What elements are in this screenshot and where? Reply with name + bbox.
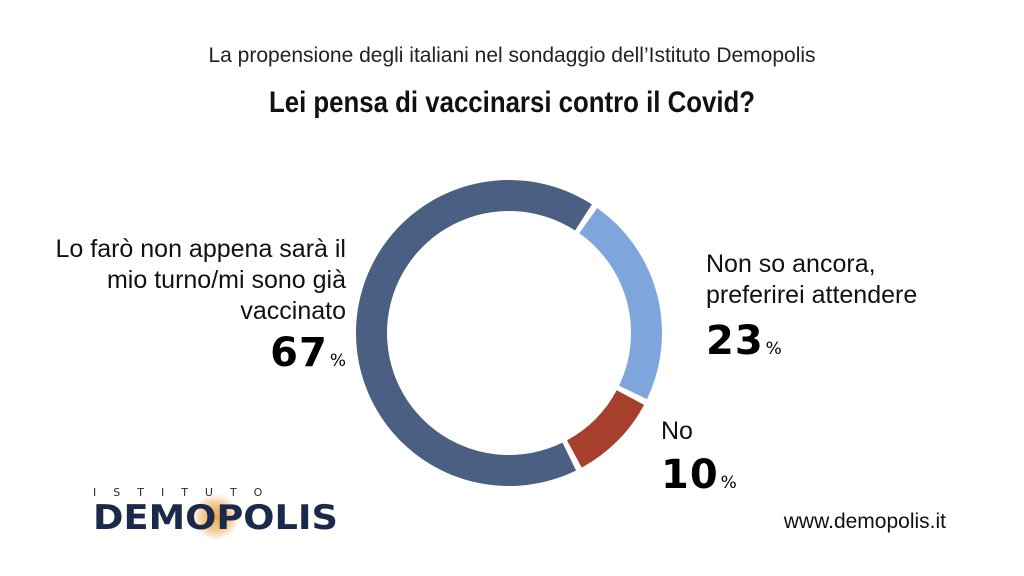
logo-glow <box>193 494 239 540</box>
slice-label-line: No <box>661 417 693 445</box>
demopolis-logo: ISTITUTO DEMOPOLIS <box>93 486 363 542</box>
slice-value-undecided: 23% <box>706 318 782 364</box>
donut-slice-vaccinate <box>355 180 592 487</box>
value-number: 67 <box>270 330 328 376</box>
slice-label-line: Lo farò non appena sarà il <box>55 235 347 263</box>
logo-main-text: DEMOPOLIS <box>93 498 338 538</box>
percent-symbol: % <box>329 351 346 371</box>
chart-subtitle: La propensione degli italiani nel sondag… <box>208 44 816 67</box>
donut-slice-no <box>567 390 645 468</box>
logo-top-text: ISTITUTO <box>93 486 280 499</box>
chart-title: Lei pensa di vaccinarsi contro il Covid? <box>268 86 756 119</box>
slice-label-line: mio turno/mi sono già <box>106 266 346 294</box>
slice-label-vaccinate: Lo farò non appena sarà il mio turno/mi … <box>6 234 347 327</box>
slice-label-no: No <box>661 416 693 447</box>
value-number: 23 <box>706 318 764 364</box>
slice-label-line: preferirei attendere <box>706 281 918 309</box>
slice-value-no: 10% <box>661 452 737 498</box>
percent-symbol: % <box>720 473 737 493</box>
value-number: 10 <box>661 452 719 498</box>
donut-slice-undecided <box>579 207 662 400</box>
slice-value-vaccinate: 67% <box>270 330 346 376</box>
slice-label-line: Non so ancora, <box>706 250 876 278</box>
slice-label-undecided: Non so ancora, preferirei attendere <box>706 249 1006 311</box>
percent-symbol: % <box>765 339 782 359</box>
slice-label-line: vaccinato <box>240 297 346 325</box>
website-url: www.demopolis.it <box>783 510 946 533</box>
